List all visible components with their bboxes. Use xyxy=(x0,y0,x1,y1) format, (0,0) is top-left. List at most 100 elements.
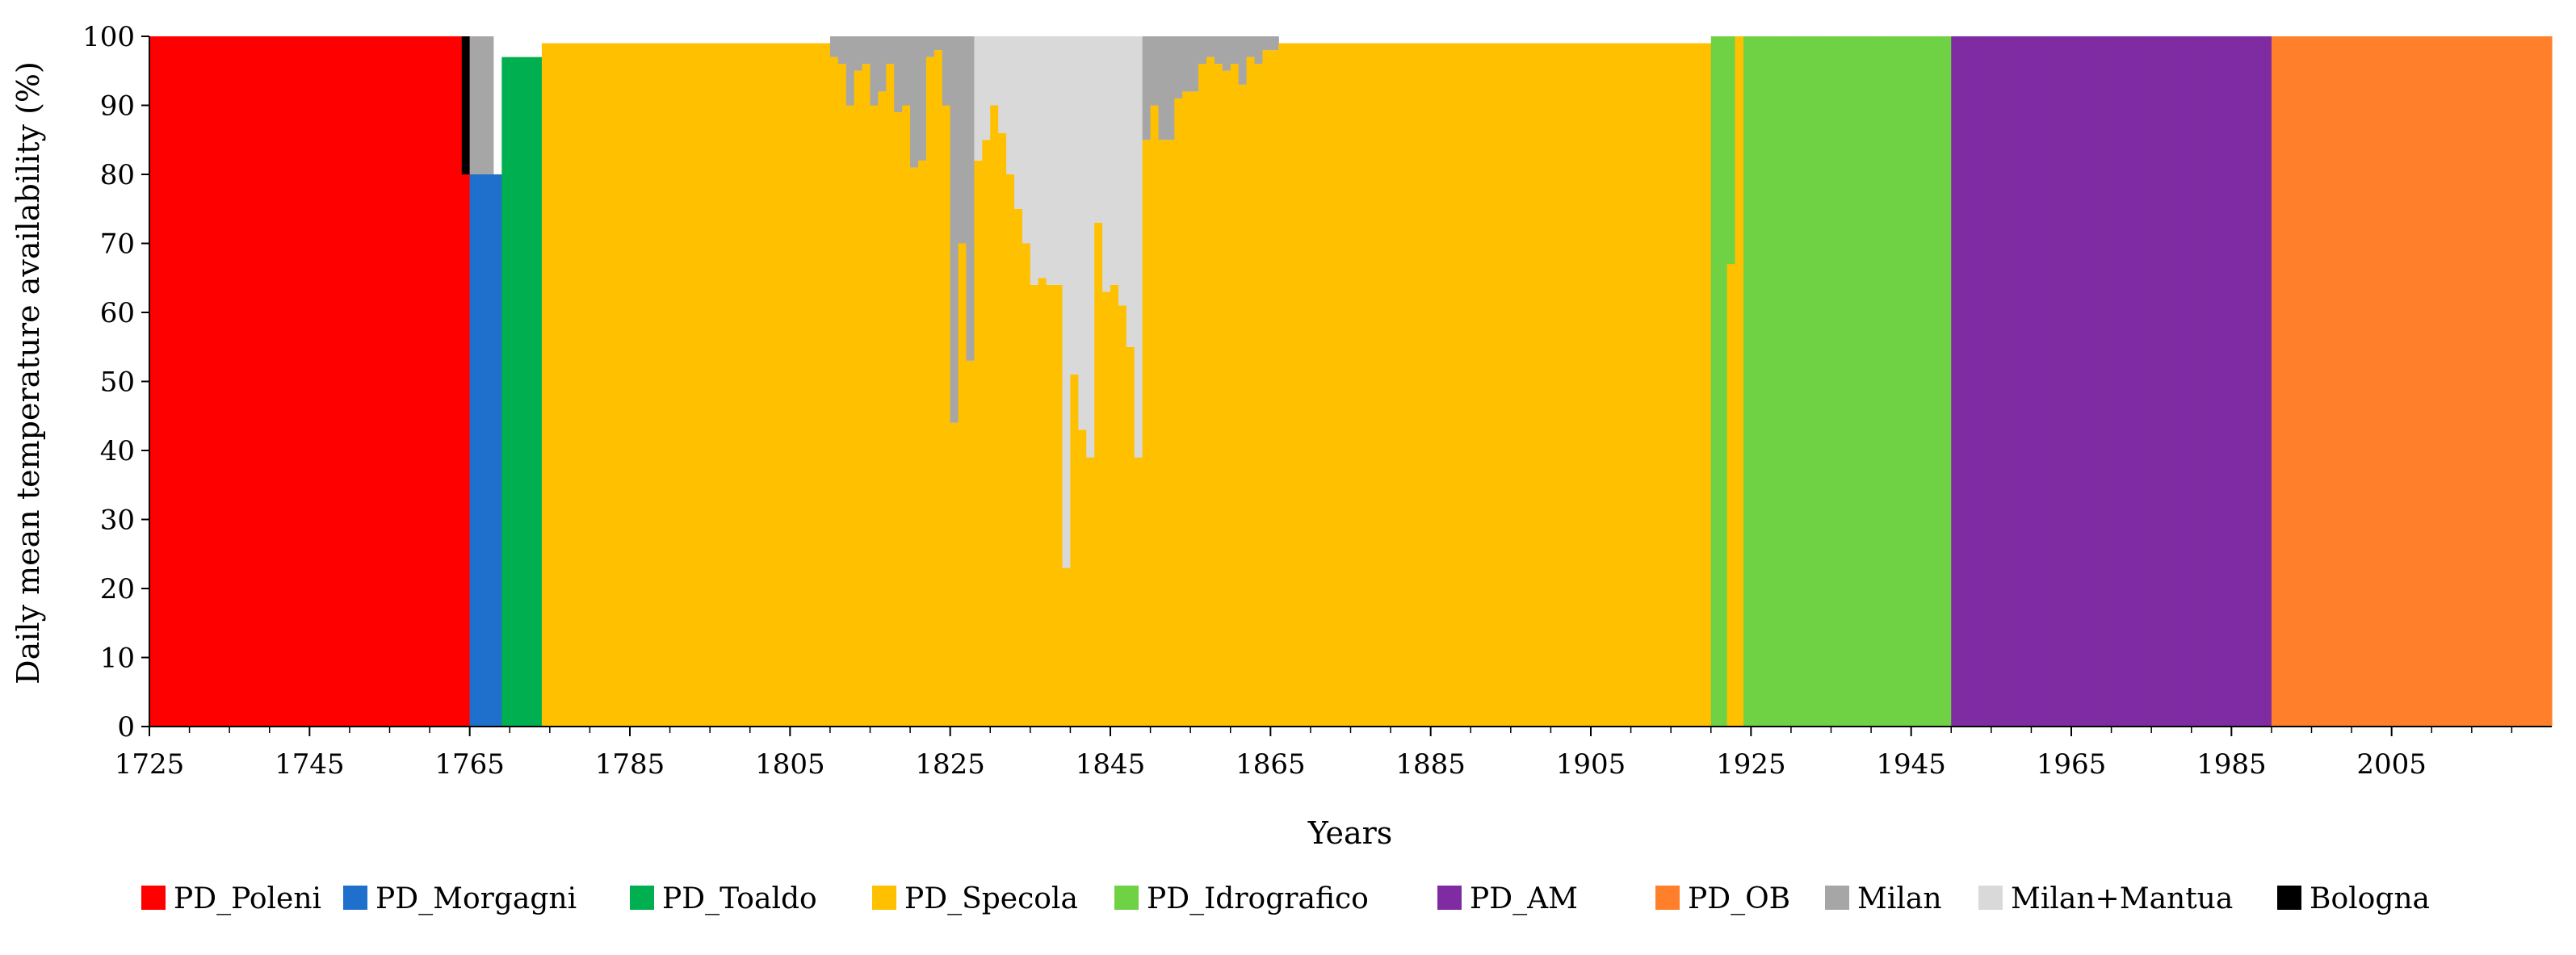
bar-pd_am-1960 xyxy=(2031,36,2040,727)
bar-pd_specola-1794 xyxy=(702,43,711,727)
legend-label-milan: Milan xyxy=(1857,882,1942,915)
bar-pd_idrografico-1920 xyxy=(1710,36,1720,727)
bar-pd_specola-1801 xyxy=(757,43,767,727)
bar-pd_am-1977 xyxy=(2167,36,2176,727)
bar-milan-1818 xyxy=(894,36,903,113)
bar-milan-1853 xyxy=(1174,36,1183,98)
bar-pd_specola-1799 xyxy=(741,43,751,727)
bar-milan-1823 xyxy=(933,36,943,51)
legend-label-pd_poleni: PD_Poleni xyxy=(174,882,321,915)
bar-milan-1858 xyxy=(1214,36,1223,65)
bar-pd_specola-1923 xyxy=(1735,36,1744,727)
bar-pd_idrografico-1949 xyxy=(1943,36,1952,727)
bar-pd_idrografico-1933 xyxy=(1815,36,1824,727)
bar-pd_am-1957 xyxy=(2007,36,2016,727)
bar-milan-1861 xyxy=(1238,36,1248,85)
x-tick-label: 1985 xyxy=(2196,748,2267,781)
bar-pd_ob-1993 xyxy=(2295,36,2305,727)
bar-milan-mantua-1834 xyxy=(1022,36,1031,244)
bar-pd_morgagni-1767 xyxy=(485,174,495,727)
bar-pd_specola-1792 xyxy=(686,43,694,727)
bar-pd_idrografico-1925 xyxy=(1751,36,1760,727)
bar-pd_ob-2024 xyxy=(2544,36,2553,727)
bar-pd_specola-1834 xyxy=(1022,243,1031,727)
bar-pd_specola-1903 xyxy=(1575,43,1584,727)
bar-milan-mantua-1846 xyxy=(1118,36,1127,306)
bar-pd_ob-2021 xyxy=(2519,36,2528,727)
bar-pd_specola-1894 xyxy=(1502,43,1512,727)
bar-pd_am-1984 xyxy=(2223,36,2232,727)
bar-milan-1857 xyxy=(1206,36,1215,57)
bar-pd_specola-1863 xyxy=(1254,64,1264,727)
bar-pd_specola-1917 xyxy=(1687,43,1696,727)
bar-milan-1815 xyxy=(870,36,879,106)
bar-pd_am-1951 xyxy=(1959,36,1968,727)
y-tick-label: 70 xyxy=(100,228,135,261)
bar-pd_poleni-1754 xyxy=(381,36,391,727)
bar-pd_am-1950 xyxy=(1951,36,1960,727)
bar-pd_specola-1915 xyxy=(1671,43,1680,727)
bar-pd_poleni-1736 xyxy=(237,36,246,727)
bar-pd_ob-2003 xyxy=(2375,36,2385,727)
legend-swatch-pd_morgagni xyxy=(343,886,367,910)
bar-pd_specola-1805 xyxy=(790,43,799,727)
bar-pd_specola-1866 xyxy=(1278,43,1287,727)
bar-milan-mantua-1832 xyxy=(1006,36,1015,174)
bar-pd_specola-1841 xyxy=(1078,429,1087,727)
bar-pd_specola-1822 xyxy=(925,57,935,727)
bar-pd_specola-1865 xyxy=(1270,50,1279,727)
x-tick-label: 1865 xyxy=(1236,748,1306,781)
bar-pd_ob-2015 xyxy=(2471,36,2481,727)
bar-pd_specola-1786 xyxy=(637,43,647,727)
bar-pd_specola-1829 xyxy=(982,140,991,727)
bar-pd_specola-1853 xyxy=(1174,98,1183,727)
bar-pd_specola-1774 xyxy=(541,43,551,727)
bar-pd_idrografico-1929 xyxy=(1783,36,1792,727)
bar-pd_idrografico-1941 xyxy=(1879,36,1888,727)
bar-pd_idrografico-1938 xyxy=(1855,36,1864,727)
bar-pd_specola-1776 xyxy=(557,43,567,727)
bar-pd_specola-1884 xyxy=(1422,43,1432,727)
bar-pd_specola-1827 xyxy=(966,360,975,727)
bar-pd_am-1958 xyxy=(2015,36,2024,727)
bar-pd_am-1963 xyxy=(2055,36,2064,727)
bar-milan-1816 xyxy=(878,36,887,92)
bar-pd_specola-1910 xyxy=(1630,43,1640,727)
bar-pd_toaldo-1769 xyxy=(501,57,510,727)
bar-pd_am-1961 xyxy=(2039,36,2048,727)
x-tick-label: 1785 xyxy=(595,748,665,781)
y-tick-label: 0 xyxy=(117,711,135,743)
bar-pd_specola-1779 xyxy=(581,43,591,727)
bar-pd_idrografico-1934 xyxy=(1823,36,1832,727)
bar-milan-1862 xyxy=(1246,36,1256,57)
bar-milan-mantua-1841 xyxy=(1078,36,1087,430)
bar-milan-1852 xyxy=(1166,36,1175,140)
bar-pd_specola-1909 xyxy=(1622,43,1632,727)
bar-pd_ob-2017 xyxy=(2487,36,2497,727)
legend-swatch-bologna xyxy=(2277,886,2301,910)
legend-swatch-pd_am xyxy=(1437,886,1462,910)
bar-pd_specola-1871 xyxy=(1318,43,1328,727)
bar-pd_ob-1999 xyxy=(2343,36,2352,727)
bar-pd_poleni-1750 xyxy=(349,36,359,727)
bar-pd_am-1987 xyxy=(2247,36,2256,727)
bar-pd_am-1981 xyxy=(2199,36,2209,727)
bar-pd_specola-1839 xyxy=(1062,568,1072,727)
bar-pd_idrografico-1948 xyxy=(1935,36,1944,727)
bar-pd_specola-1838 xyxy=(1054,284,1064,727)
bar-pd_specola-1856 xyxy=(1198,64,1207,727)
bar-pd_specola-1804 xyxy=(782,43,791,727)
legend-swatch-pd_specola xyxy=(872,886,896,910)
bar-pd_poleni-1744 xyxy=(301,36,310,727)
bar-pd_idrografico-1932 xyxy=(1806,36,1816,727)
bar-pd_specola-1825 xyxy=(950,422,959,727)
bar-pd_specola-1793 xyxy=(694,43,703,727)
bar-pd_specola-1833 xyxy=(1014,208,1023,727)
bar-pd_specola-1846 xyxy=(1118,305,1127,727)
bar-milan-1856 xyxy=(1198,36,1207,65)
bar-pd_poleni-1764 xyxy=(461,36,471,727)
y-tick-label: 90 xyxy=(100,90,135,123)
bar-pd_am-1966 xyxy=(2079,36,2088,727)
bar-pd_am-1975 xyxy=(2151,36,2160,727)
